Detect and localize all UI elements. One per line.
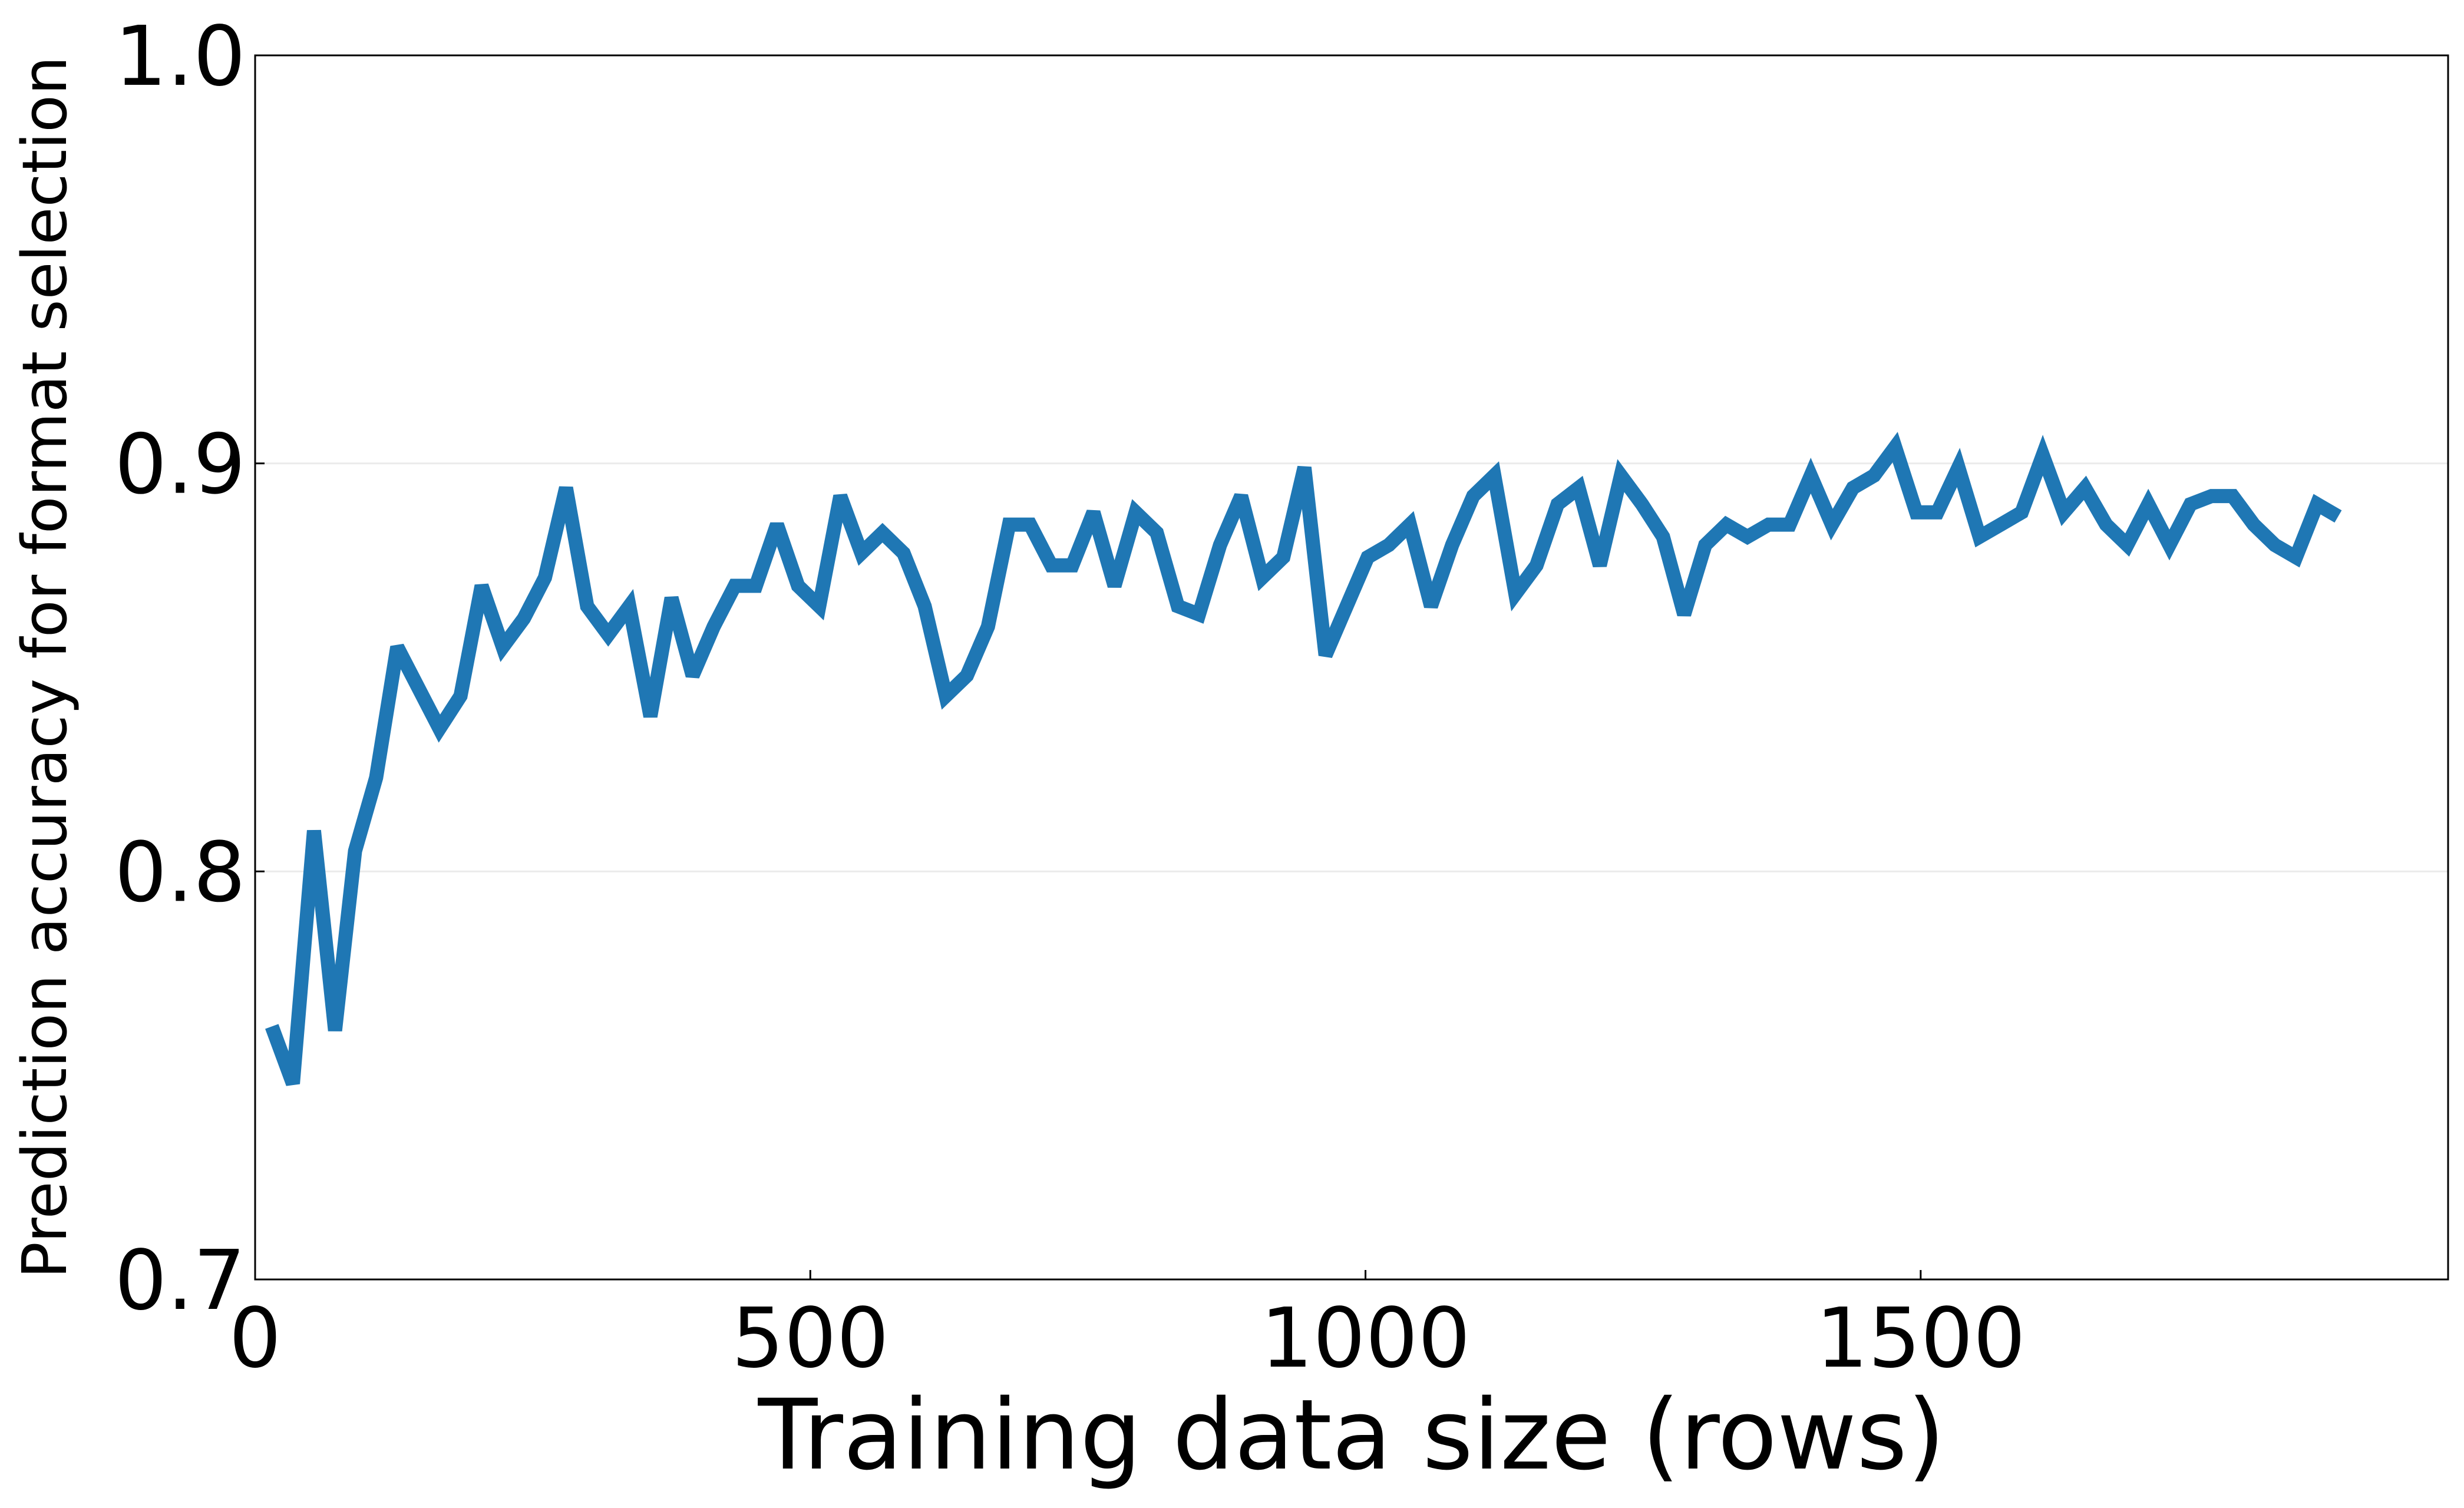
plot-frame	[254, 54, 2449, 1281]
y-tick-label-3: 1.0	[114, 9, 246, 105]
x-tick-label-3: 1500	[1816, 1291, 2026, 1387]
grid-lines	[255, 462, 2448, 872]
series-line-0	[265, 432, 2342, 1086]
y-tick-label-0: 0.7	[114, 1233, 246, 1329]
series-layer	[265, 432, 2342, 1086]
x-tick-label-2: 1000	[1260, 1291, 1470, 1387]
y-axis-ticks: 0.7 0.8 0.9 1.0	[114, 9, 265, 1329]
y-axis-label: Prediction accuracy for format selection	[9, 56, 81, 1279]
y-tick-label-1: 0.8	[114, 825, 246, 921]
x-axis-ticks: 0 500 1000 1500	[229, 1270, 2026, 1387]
x-tick-label-1: 500	[732, 1291, 889, 1387]
x-axis-label: Training data size (rows)	[758, 1378, 1946, 1492]
y-tick-label-2: 0.9	[114, 417, 246, 513]
x-tick-label-0: 0	[229, 1291, 281, 1387]
